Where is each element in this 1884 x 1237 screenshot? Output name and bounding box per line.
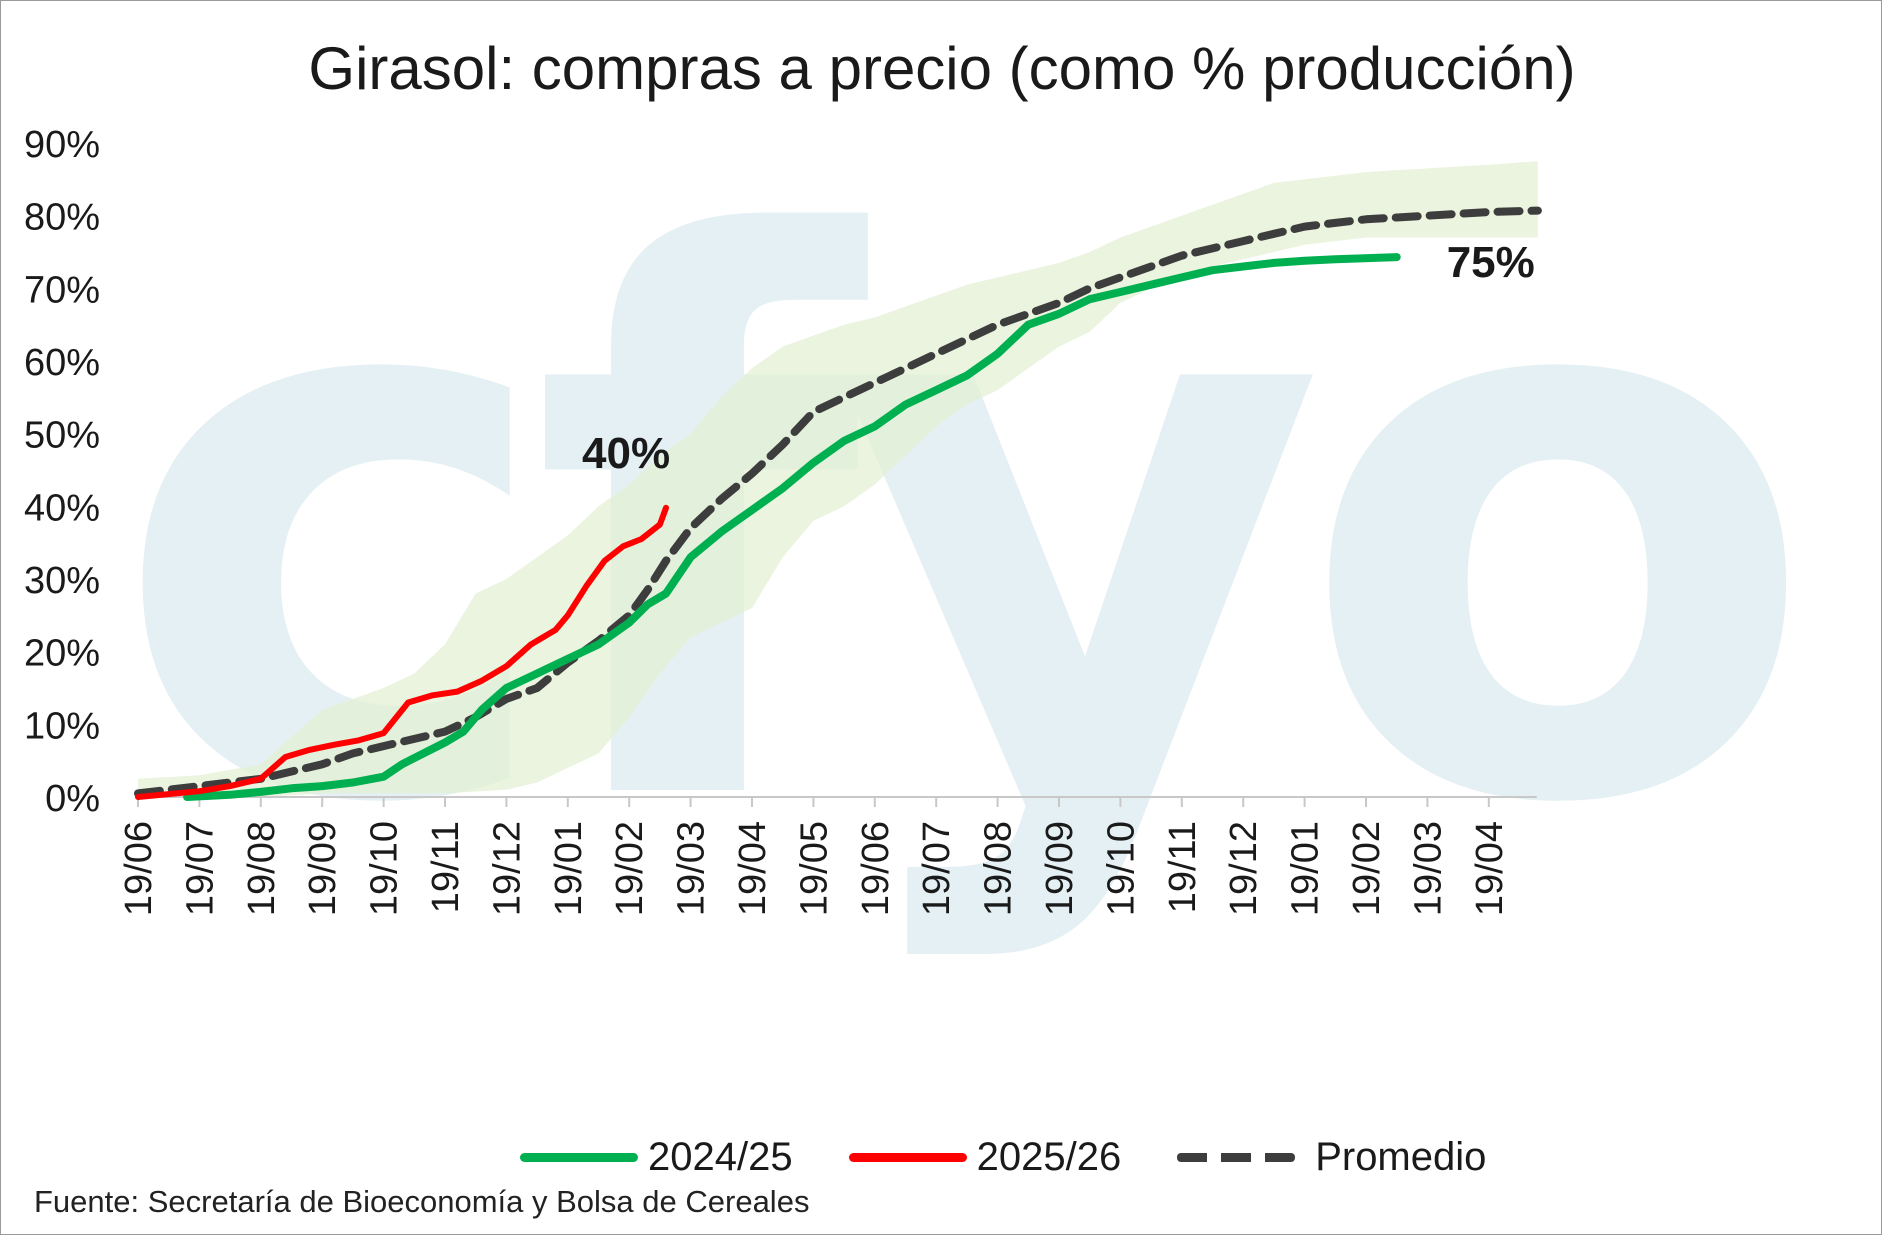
legend-label-promedio: Promedio bbox=[1315, 1135, 1487, 1179]
x-tick-label: 19/01 bbox=[548, 821, 590, 916]
x-tick-label: 19/09 bbox=[1039, 821, 1081, 916]
x-tick-label: 19/07 bbox=[179, 821, 221, 916]
y-tick-label: 30% bbox=[24, 560, 100, 602]
legend-item-2024-25: 2024/25 bbox=[520, 1135, 793, 1180]
x-tick-label: 19/06 bbox=[855, 821, 897, 916]
source-note: Fuente: Secretaría de Bioeconomía y Bols… bbox=[34, 1184, 810, 1219]
y-tick-label: 20% bbox=[24, 633, 100, 675]
x-tick-label: 19/03 bbox=[671, 821, 713, 916]
x-tick-label: 19/03 bbox=[1407, 821, 1449, 916]
x-tick-label: 19/01 bbox=[1285, 821, 1327, 916]
series-line-2025-26 bbox=[135, 504, 669, 800]
x-tick-label: 19/06 bbox=[118, 821, 160, 916]
legend-swatch-promedio bbox=[1177, 1153, 1296, 1162]
annotation-label: 75% bbox=[1447, 238, 1535, 287]
series-line-promedio bbox=[134, 206, 1542, 798]
annotation-label: 40% bbox=[582, 429, 670, 478]
x-tick-label: 19/02 bbox=[609, 821, 651, 916]
y-tick-label: 90% bbox=[24, 124, 100, 166]
x-tick-label: 19/12 bbox=[486, 821, 528, 916]
legend-item-promedio: Promedio bbox=[1177, 1135, 1486, 1180]
legend-swatch-2024-25 bbox=[520, 1153, 638, 1162]
watermark-logo: cfyo bbox=[110, 86, 1795, 970]
x-tick-label: 19/11 bbox=[425, 821, 467, 913]
x-tick-label: 19/10 bbox=[364, 821, 406, 916]
x-tick-label: 19/08 bbox=[978, 821, 1020, 916]
x-tick-label: 19/05 bbox=[793, 821, 835, 916]
legend-item-2025-26: 2025/26 bbox=[848, 1135, 1122, 1180]
y-tick-label: 70% bbox=[24, 269, 100, 311]
legend-label-2025-26: 2025/26 bbox=[976, 1135, 1122, 1179]
x-tick-label: 19/04 bbox=[732, 821, 774, 916]
legend-label-2024-25: 2024/25 bbox=[648, 1135, 793, 1179]
x-tick-label: 19/11 bbox=[1162, 821, 1204, 913]
x-tick-label: 19/07 bbox=[916, 821, 958, 916]
x-tick-label: 19/02 bbox=[1346, 821, 1388, 916]
series-line-2024-25 bbox=[183, 253, 1401, 801]
x-tick-label: 19/10 bbox=[1100, 821, 1142, 916]
chart-title: Girasol: compras a precio (como % produc… bbox=[308, 35, 1576, 102]
x-tick-label: 19/09 bbox=[302, 821, 344, 916]
x-tick-label: 19/04 bbox=[1469, 821, 1511, 916]
y-tick-label: 50% bbox=[24, 415, 100, 457]
x-tick-label: 19/08 bbox=[241, 821, 283, 916]
legend-swatch-2025-26 bbox=[848, 1153, 967, 1162]
range-band bbox=[138, 161, 1538, 797]
y-tick-label: 40% bbox=[24, 487, 100, 529]
x-tick-label: 19/12 bbox=[1223, 821, 1265, 916]
y-tick-label: 0% bbox=[45, 778, 100, 820]
y-tick-label: 10% bbox=[24, 705, 100, 747]
y-tick-label: 80% bbox=[24, 197, 100, 239]
legend: 2024/25 2025/26 Promedio bbox=[520, 1135, 1542, 1180]
y-tick-label: 60% bbox=[24, 342, 100, 384]
